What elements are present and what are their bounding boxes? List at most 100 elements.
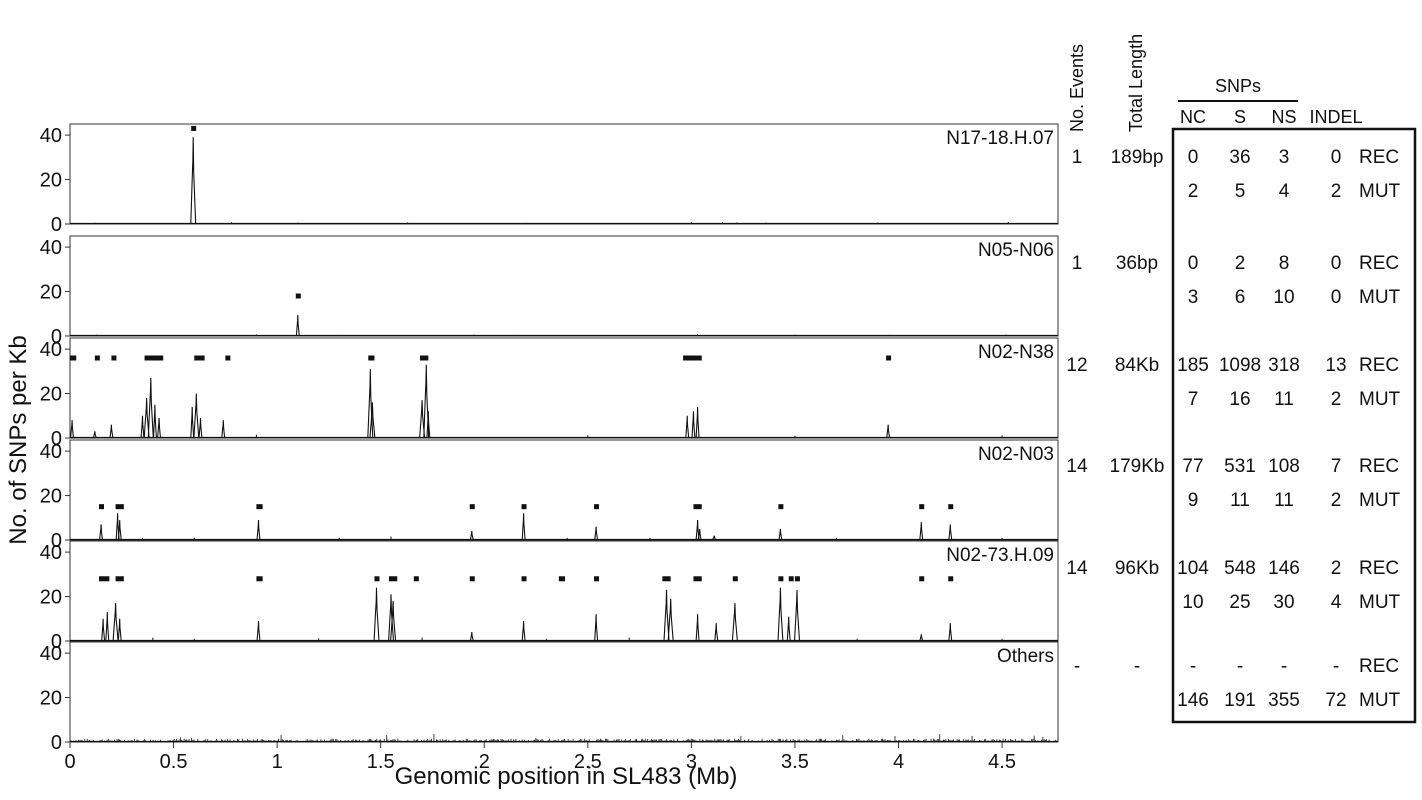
mut-label: MUT (1359, 592, 1401, 613)
snp-peak (198, 417, 203, 439)
cell-mut: 10 (1182, 592, 1203, 613)
panel-frame (69, 123, 1059, 225)
cell-mut: 10 (1273, 287, 1294, 308)
recombination-segment (94, 355, 100, 361)
cell-mut: 11 (1274, 389, 1294, 410)
y-tick-label: 40 (40, 237, 62, 259)
recombination-segment (594, 576, 600, 582)
cell-mut: 0 (1331, 287, 1342, 308)
cell-mut: 9 (1188, 490, 1199, 511)
snp-peak (426, 411, 431, 439)
recombination-segment (70, 355, 77, 361)
mut-label: MUT (1359, 181, 1401, 202)
y-tick-label: 20 (40, 282, 62, 304)
header-indel: INDEL (1309, 107, 1362, 127)
cell-mut: 146 (1177, 690, 1209, 711)
recombination-segment (662, 576, 671, 582)
y-tick-label: 20 (40, 486, 62, 508)
y-tick-label: 0 (51, 732, 62, 754)
cell-mut: 25 (1229, 592, 1250, 613)
recombination-segment (521, 504, 527, 510)
y-tick-label: 20 (40, 384, 62, 406)
panel-3: 0 20 40 N02-N38 (40, 337, 1059, 450)
snp-peak (695, 519, 700, 541)
recombination-segment (919, 576, 925, 582)
cell-mut: 11 (1230, 490, 1250, 511)
recombination-segment (594, 504, 600, 510)
snp-peak (105, 612, 110, 642)
cell-mut: 7 (1188, 389, 1199, 410)
table-row-2: 1 36bp 0 2 8 0 REC 3 6 10 0 MUT (1072, 253, 1401, 308)
recombination-segment (558, 576, 566, 582)
cell-mut: 72 (1325, 690, 1346, 711)
recombination-segment (115, 576, 124, 582)
snp-peak (697, 528, 702, 541)
cell-length: 36bp (1116, 253, 1158, 274)
recombination-segment (778, 504, 784, 510)
recombination-segment (521, 576, 527, 582)
cell-rec: 2 (1235, 253, 1246, 274)
cell-mut: 3 (1188, 287, 1199, 308)
recombination-segment (111, 355, 117, 361)
snp-peak (663, 589, 670, 642)
x-tick-label: 4.5 (988, 751, 1016, 773)
panel-frame (69, 439, 1059, 541)
panel-frame (69, 641, 1059, 743)
recombination-segment (919, 504, 925, 510)
cell-length: 96Kb (1115, 558, 1159, 579)
x-tick-label: 1 (272, 751, 283, 773)
panel-4: 0 20 40 N02-N03 (40, 439, 1059, 552)
table-headers: No. Events Total Length SNPs NC S NS IND… (1067, 34, 1363, 132)
header-total-length: Total Length (1126, 34, 1146, 132)
recombination-segment (948, 576, 954, 582)
cell-mut: 2 (1331, 181, 1342, 202)
table-row-5: 14 96Kb 104 548 146 2 REC 10 25 30 4 MUT (1066, 558, 1400, 613)
plot-panels: 0 20 40 N17-18.H.07 0 20 40 N05-N06 0 20 40 N02-N38… (40, 123, 1059, 754)
y-tick-label: 40 (40, 643, 62, 665)
cell-events: 12 (1066, 355, 1087, 376)
cell-rec: 531 (1224, 456, 1256, 477)
cell-rec: 0 (1188, 147, 1199, 168)
y-tick-label: 20 (40, 587, 62, 609)
cell-rec: 13 (1325, 355, 1346, 376)
panel-name: N02-N38 (978, 342, 1054, 363)
rec-label: REC (1359, 147, 1399, 168)
recombination-segment (194, 355, 205, 361)
rec-label: REC (1359, 558, 1399, 579)
snp-peak (221, 420, 226, 439)
header-s: S (1234, 107, 1246, 127)
recombination-segment (144, 355, 164, 361)
panel-frame (69, 235, 1059, 337)
snp-peak (256, 620, 261, 642)
snp-peak (99, 524, 104, 541)
x-tick-label: 1.5 (367, 751, 395, 773)
panel-name: N05-N06 (978, 240, 1054, 261)
header-ns: NS (1271, 107, 1296, 127)
panel-frame (69, 337, 1059, 439)
y-tick-label: 20 (40, 170, 62, 192)
snp-peak (373, 587, 380, 642)
x-tick-label: 3 (686, 751, 697, 773)
cell-mut: 2 (1331, 389, 1342, 410)
snp-peak (256, 519, 261, 541)
snp-peak (685, 415, 690, 439)
cell-rec: 0 (1188, 253, 1199, 274)
snp-peak (143, 397, 150, 439)
recombination-segment (469, 504, 475, 510)
cell-rec: 548 (1224, 558, 1256, 579)
cell-rec: 2 (1331, 558, 1342, 579)
y-tick-label: 0 (51, 631, 62, 653)
x-axis: 0 0.5 1 1.5 2 2.5 3 3.5 4 4.5 (64, 742, 1016, 773)
cell-length: - (1134, 656, 1140, 677)
recombination-segment (98, 504, 104, 510)
cell-rec: 104 (1177, 558, 1209, 579)
cell-mut: 2 (1331, 490, 1342, 511)
snp-peak (919, 634, 924, 642)
y-tick-label: 0 (51, 214, 62, 236)
recombination-segment (225, 355, 231, 361)
y-tick-label: 20 (40, 688, 62, 710)
recombination-segment (732, 576, 738, 582)
cell-rec: 36 (1229, 147, 1250, 168)
recombination-segment (693, 504, 702, 510)
